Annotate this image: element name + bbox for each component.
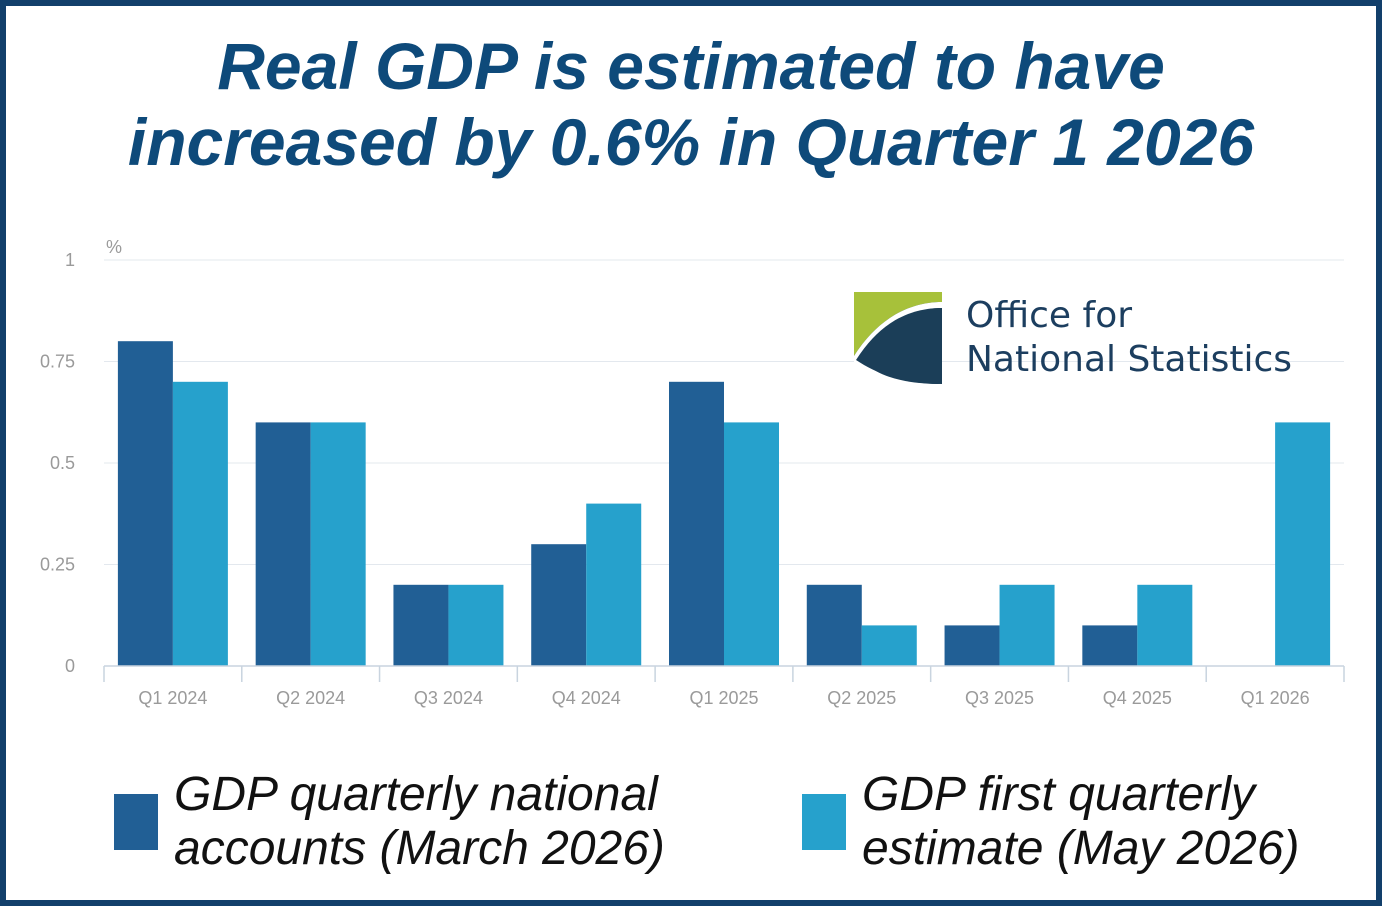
y-tick-label: 0.25 <box>40 555 75 575</box>
bar-series-1 <box>531 544 587 666</box>
bar-series-1 <box>1082 625 1138 666</box>
legend-item-series-2: GDP first quarterly estimate (May 2026) <box>802 762 1300 882</box>
legend-label-series-2-line-2: estimate (May 2026) <box>862 822 1300 875</box>
x-tick-label: Q2 2024 <box>276 688 345 708</box>
bar-series-2 <box>310 422 366 666</box>
bar-series-2 <box>172 381 228 666</box>
bar-series-1 <box>944 625 1000 666</box>
legend-label-series-1-line-2: accounts (March 2026) <box>174 822 665 875</box>
y-axis-unit-label: % <box>106 237 122 257</box>
x-tick-label: Q1 2024 <box>138 688 207 708</box>
x-tick-label: Q3 2024 <box>414 688 483 708</box>
x-tick-label: Q2 2025 <box>827 688 896 708</box>
ons-logo-line-2: National Statistics <box>966 339 1293 380</box>
legend-label-series-1: GDP quarterly national accounts (March 2… <box>174 768 665 876</box>
ons-logo: Office for National Statistics <box>850 290 1330 390</box>
bars <box>117 341 1331 666</box>
bar-series-1 <box>117 341 173 666</box>
bar-series-2 <box>1137 584 1193 666</box>
x-tick-label: Q1 2025 <box>689 688 758 708</box>
y-tick-label: 1 <box>65 250 75 270</box>
x-tick-label: Q1 2026 <box>1241 688 1310 708</box>
bar-series-2 <box>448 584 504 666</box>
legend-label-series-2: GDP first quarterly estimate (May 2026) <box>862 768 1300 876</box>
bar-series-2 <box>1275 422 1331 666</box>
ons-logo-mark-icon <box>854 292 942 384</box>
legend-item-series-1: GDP quarterly national accounts (March 2… <box>114 762 665 882</box>
legend-label-series-2-line-1: GDP first quarterly <box>862 768 1255 821</box>
bar-series-2 <box>999 584 1055 666</box>
y-tick-label: 0 <box>65 656 75 676</box>
ons-logo-line-1: Office for <box>966 295 1133 336</box>
bar-series-2 <box>724 422 779 666</box>
y-tick-label: 0.5 <box>50 453 75 473</box>
bar-series-1 <box>255 422 311 666</box>
y-axis: % 0 0.25 0.5 0.75 1 <box>40 237 122 676</box>
bar-series-1 <box>393 584 449 666</box>
legend-label-series-1-line-1: GDP quarterly national <box>174 768 658 821</box>
y-tick-label: 0.75 <box>40 352 75 372</box>
chart-title-line-1: Real GDP is estimated to have <box>217 29 1165 103</box>
bar-series-2 <box>861 625 917 666</box>
chart-title: Real GDP is estimated to have increased … <box>0 28 1382 180</box>
x-tick-label: Q4 2024 <box>552 688 621 708</box>
chart-title-line-2: increased by 0.6% in Quarter 1 2026 <box>127 105 1255 179</box>
bar-series-1 <box>806 584 862 666</box>
bar-series-2 <box>586 503 642 666</box>
x-axis: Q1 2024 Q2 2024 Q3 2024 Q4 2024 Q1 2025 Q2 20… <box>103 665 1345 708</box>
legend-swatch-series-2 <box>802 794 846 850</box>
x-tick-label: Q3 2025 <box>965 688 1034 708</box>
ons-logo-text: Office for National Statistics <box>966 294 1292 382</box>
x-tick-label: Q4 2025 <box>1103 688 1172 708</box>
bar-series-1 <box>669 381 724 666</box>
legend-swatch-series-1 <box>114 794 158 850</box>
